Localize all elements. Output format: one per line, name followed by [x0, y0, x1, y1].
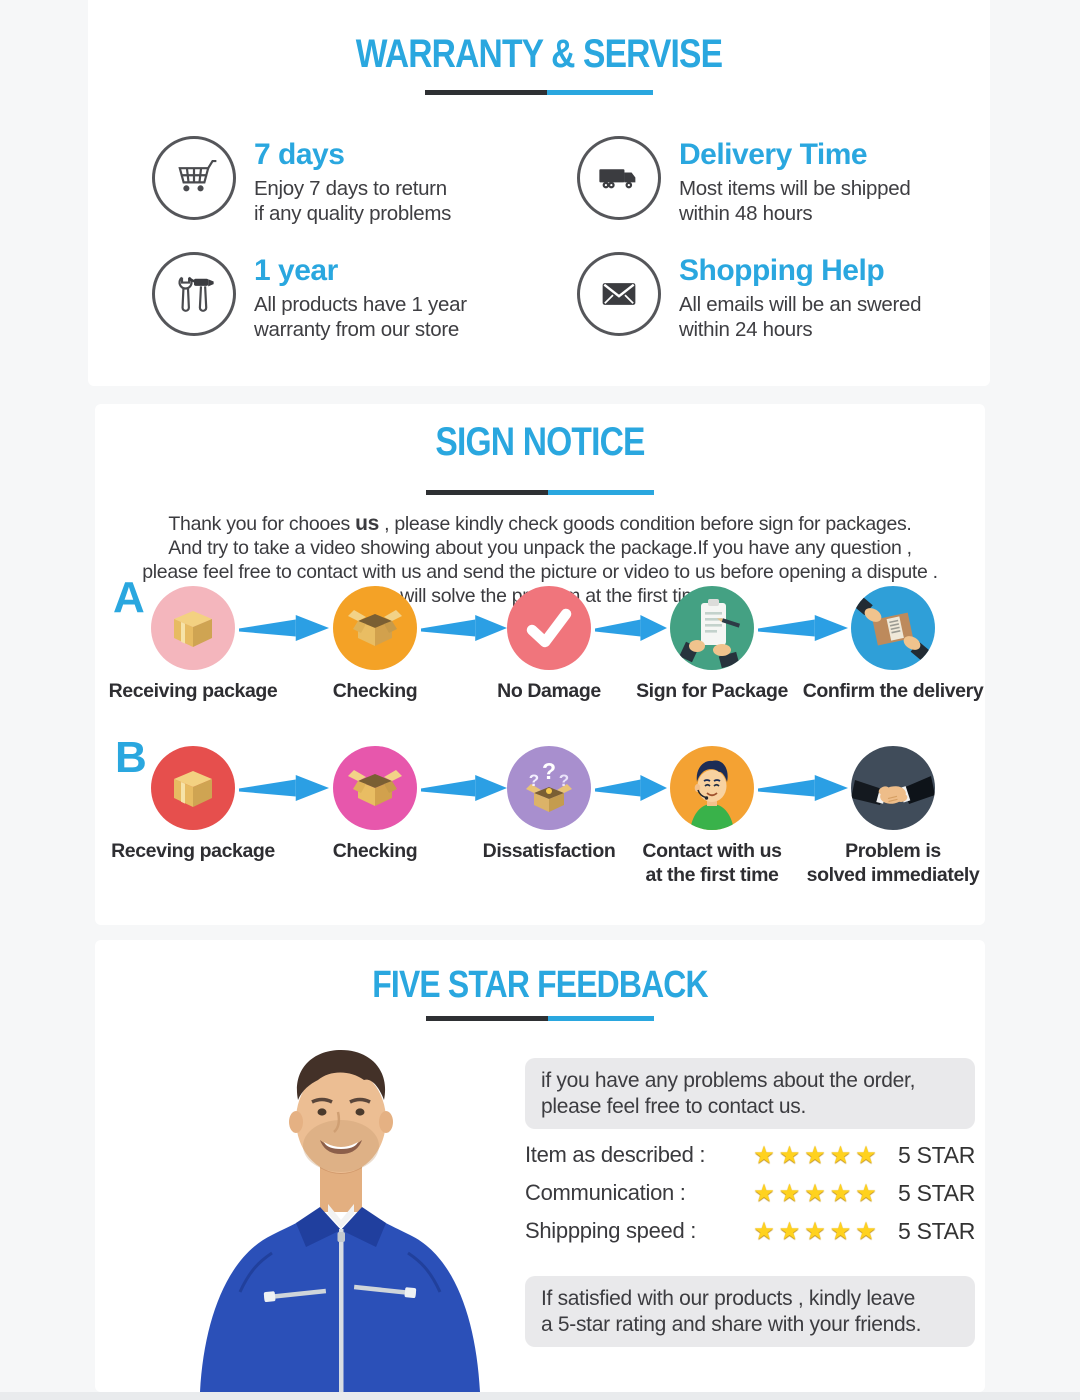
warranty-section: WARRANTY & SERVISE 7 days Enjoy 7 days t… — [88, 0, 990, 386]
cart-icon — [152, 136, 236, 220]
arrow-right-icon — [758, 615, 848, 641]
flow-step-caption: Sign for Package — [636, 680, 788, 702]
flow-b-step-5: Problem is solved immediately — [793, 746, 993, 888]
flow-a-step-4: Sign for Package — [612, 586, 812, 703]
arrow-right-icon — [421, 775, 507, 801]
truck-icon — [577, 136, 661, 220]
handshake-icon — [851, 746, 935, 830]
arrow-right-icon — [595, 775, 667, 801]
flow-b-step-3: ? ? ? Dissatisfaction — [449, 746, 649, 863]
feedback-title: FIVE STAR FEEDBACK — [372, 964, 708, 1006]
svg-text:?: ? — [542, 758, 556, 784]
warranty-item-title: Delivery Time — [679, 138, 868, 171]
flow-b-step-2: Checking — [275, 746, 475, 863]
flow-a-step-5: Confirm the delivery — [793, 586, 993, 703]
rating-label: Item as described : — [525, 1142, 706, 1167]
question-box-icon: ? ? ? — [507, 746, 591, 830]
rating-value: 5 STAR — [897, 1179, 975, 1206]
deliver-package-icon — [851, 586, 935, 670]
svg-text:?: ? — [559, 771, 569, 790]
bottom-strip — [0, 1392, 1080, 1400]
open-box-icon — [333, 746, 417, 830]
checkmark-icon — [507, 586, 591, 670]
flow-b-step-4: Contact with us at the first time — [612, 746, 812, 888]
closed-box-icon — [151, 586, 235, 670]
flow-a-step-3: No Damage — [449, 586, 649, 703]
feedback-note-contact: if you have any problems about the order… — [525, 1058, 975, 1130]
warranty-title: WARRANTY & SERVISE — [355, 32, 723, 76]
warranty-item-title: Shopping Help — [679, 254, 885, 287]
flow-step-caption: Contact with us at the first time — [642, 840, 782, 887]
open-box-icon — [333, 586, 417, 670]
warranty-item-desc: All emails will be an swered within 24 h… — [679, 292, 922, 342]
sign-notice-section: SIGN NOTICE Thank you for chooes us , pl… — [95, 404, 985, 925]
flow-step-caption: Checking — [332, 680, 418, 702]
flow-a-label: A — [113, 573, 145, 622]
warranty-item-desc: Most items will be shipped within 48 hou… — [679, 176, 911, 226]
warranty-item-title: 1 year — [254, 254, 338, 287]
feedback-title-underline — [426, 1016, 654, 1021]
warranty-item-title: 7 days — [254, 138, 345, 171]
closed-box-icon — [151, 746, 235, 830]
flow-a-step-2: Checking — [275, 586, 475, 703]
warranty-item-7-days: 7 days Enjoy 7 days to return if any qua… — [152, 136, 451, 227]
warranty-item-desc: All products have 1 year warranty from o… — [254, 292, 467, 342]
sign-notice-title: SIGN NOTICE — [435, 420, 645, 464]
flow-step-caption: Dissatisfaction — [482, 840, 616, 862]
feedback-section: FIVE STAR FEEDBACK — [95, 940, 985, 1392]
flow-step-caption: Receiving package — [108, 680, 278, 702]
flow-step-caption: No Damage — [497, 680, 601, 702]
sign-clipboard-icon — [670, 586, 754, 670]
flow-step-caption: Checking — [332, 840, 418, 862]
flow-step-caption: Receving package — [111, 840, 275, 862]
warranty-item-shopping-help: Shopping Help All emails will be an swer… — [577, 252, 922, 343]
smiling-worker-photo — [180, 1040, 500, 1392]
mail-icon — [577, 252, 661, 336]
arrow-right-icon — [595, 615, 667, 641]
arrow-right-icon — [239, 615, 329, 641]
sign-notice-paragraph: Thank you for chooes us , please kindly … — [142, 512, 938, 607]
tools-icon — [152, 252, 236, 336]
svg-text:?: ? — [529, 771, 539, 790]
rating-row: Communication : ★★★★★ 5 STAR — [525, 1174, 975, 1212]
flow-b-step-1: Receving package — [93, 746, 293, 863]
rating-label: Communication : — [525, 1180, 686, 1205]
rating-row: Item as described : ★★★★★ 5 STAR — [525, 1136, 975, 1174]
flow-step-caption: Confirm the delivery — [802, 680, 984, 702]
arrow-right-icon — [758, 775, 848, 801]
rating-value: 5 STAR — [897, 1141, 975, 1168]
feedback-note-rating: If satisfied with our products , kindly … — [525, 1276, 975, 1348]
warranty-item-desc: Enjoy 7 days to return if any quality pr… — [254, 176, 452, 226]
rating-row: Shippping speed : ★★★★★ 5 STAR — [525, 1212, 975, 1250]
five-stars-icon: ★★★★★ — [753, 1179, 881, 1207]
support-agent-icon — [670, 746, 754, 830]
flow-step-caption: Problem is solved immediately — [806, 840, 980, 887]
sign-notice-title-underline — [426, 490, 654, 495]
arrow-right-icon — [239, 775, 329, 801]
rating-label: Shippping speed : — [525, 1218, 697, 1243]
rating-value: 5 STAR — [897, 1217, 975, 1244]
flow-a-step-1: Receiving package — [93, 586, 293, 703]
arrow-right-icon — [421, 615, 507, 641]
ratings-list: Item as described : ★★★★★ 5 STAR Communi… — [525, 1136, 975, 1250]
warranty-title-underline — [425, 90, 653, 95]
warranty-item-delivery: Delivery Time Most items will be shipped… — [577, 136, 911, 227]
five-stars-icon: ★★★★★ — [753, 1141, 881, 1169]
flow-b-label: B — [115, 733, 147, 782]
five-stars-icon: ★★★★★ — [753, 1217, 881, 1245]
warranty-item-1-year: 1 year All products have 1 year warranty… — [152, 252, 467, 343]
